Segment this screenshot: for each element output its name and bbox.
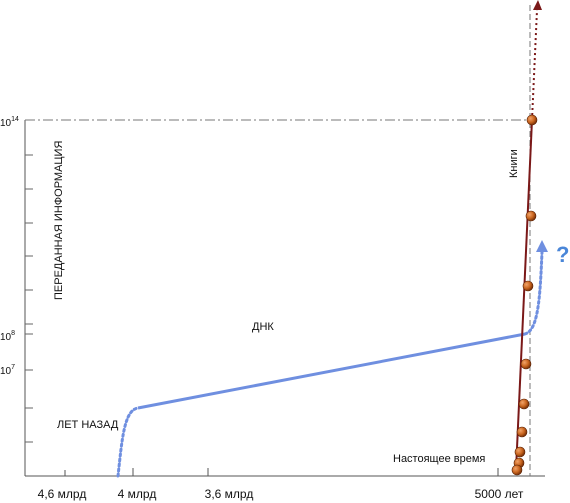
books-beads: [511, 114, 538, 476]
x-axis-ticks: [24, 468, 499, 476]
series-books: [515, 0, 542, 471]
x-unit-label: ЛЕТ НАЗАД: [57, 419, 119, 431]
bead-point: [522, 280, 534, 292]
x-tick-label: 5000 лет: [475, 487, 524, 501]
bead-point: [514, 446, 526, 458]
y-tick-label-1e7: 107: [0, 364, 15, 377]
books-arrowhead: [533, 0, 542, 10]
present-label: Настоящее время: [393, 453, 485, 465]
x-tick-label: 4,6 млрд: [38, 487, 87, 501]
bead-point: [525, 210, 537, 222]
dna-dotted-start: [116, 406, 140, 478]
x-tick-label: 3,6 млрд: [205, 487, 254, 501]
y-tick-label-1e14: 1014: [0, 116, 19, 129]
bead-point: [516, 426, 528, 438]
y-axis-ticks: [25, 119, 33, 443]
question-mark: ?: [556, 242, 569, 267]
bead-point: [511, 464, 523, 476]
dna-arrowhead: [536, 240, 548, 252]
series-label-books: Книги: [508, 149, 520, 178]
bead-point: [526, 114, 538, 126]
books-line: [515, 119, 533, 471]
series-dna: [116, 240, 548, 478]
y-tick-label-1e8: 108: [0, 330, 15, 343]
bead-point: [520, 358, 532, 370]
dna-line: [137, 332, 526, 410]
series-label-dna: ДНК: [252, 321, 274, 333]
books-dotted-extension: [531, 9, 538, 121]
bead-point: [518, 398, 530, 410]
x-tick-label: 4 млрд: [118, 487, 157, 501]
dna-dotted-end: [523, 250, 544, 336]
y-axis-label: ПЕРЕДАННАЯ ИНФОРМАЦИЯ: [53, 141, 65, 300]
